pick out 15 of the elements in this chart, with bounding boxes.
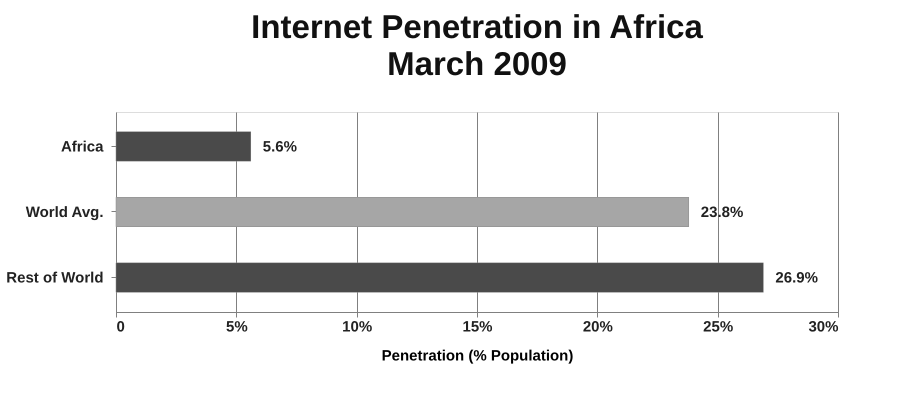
x-axis-title: Penetration (% Population)	[382, 348, 574, 364]
x-tick-label: 25%	[703, 318, 734, 336]
y-tick-label: Rest of World	[6, 270, 104, 287]
x-tick-label: 0	[116, 318, 125, 336]
chart-subtitle: March 2009	[387, 45, 567, 82]
data-label: 26.9%	[775, 270, 818, 287]
x-tick-label: 30%	[808, 318, 838, 336]
y-tick-label: World Avg.	[26, 204, 104, 221]
y-tick-label: Africa	[60, 138, 104, 156]
x-tick-label: 5%	[226, 318, 248, 336]
x-tick-label: 20%	[582, 318, 613, 336]
x-tick-label: 15%	[462, 318, 493, 336]
x-tick-label: 10%	[342, 318, 372, 336]
data-label: 5.6%	[262, 138, 297, 156]
chart-title: Internet Penetration in Africa	[251, 8, 704, 45]
